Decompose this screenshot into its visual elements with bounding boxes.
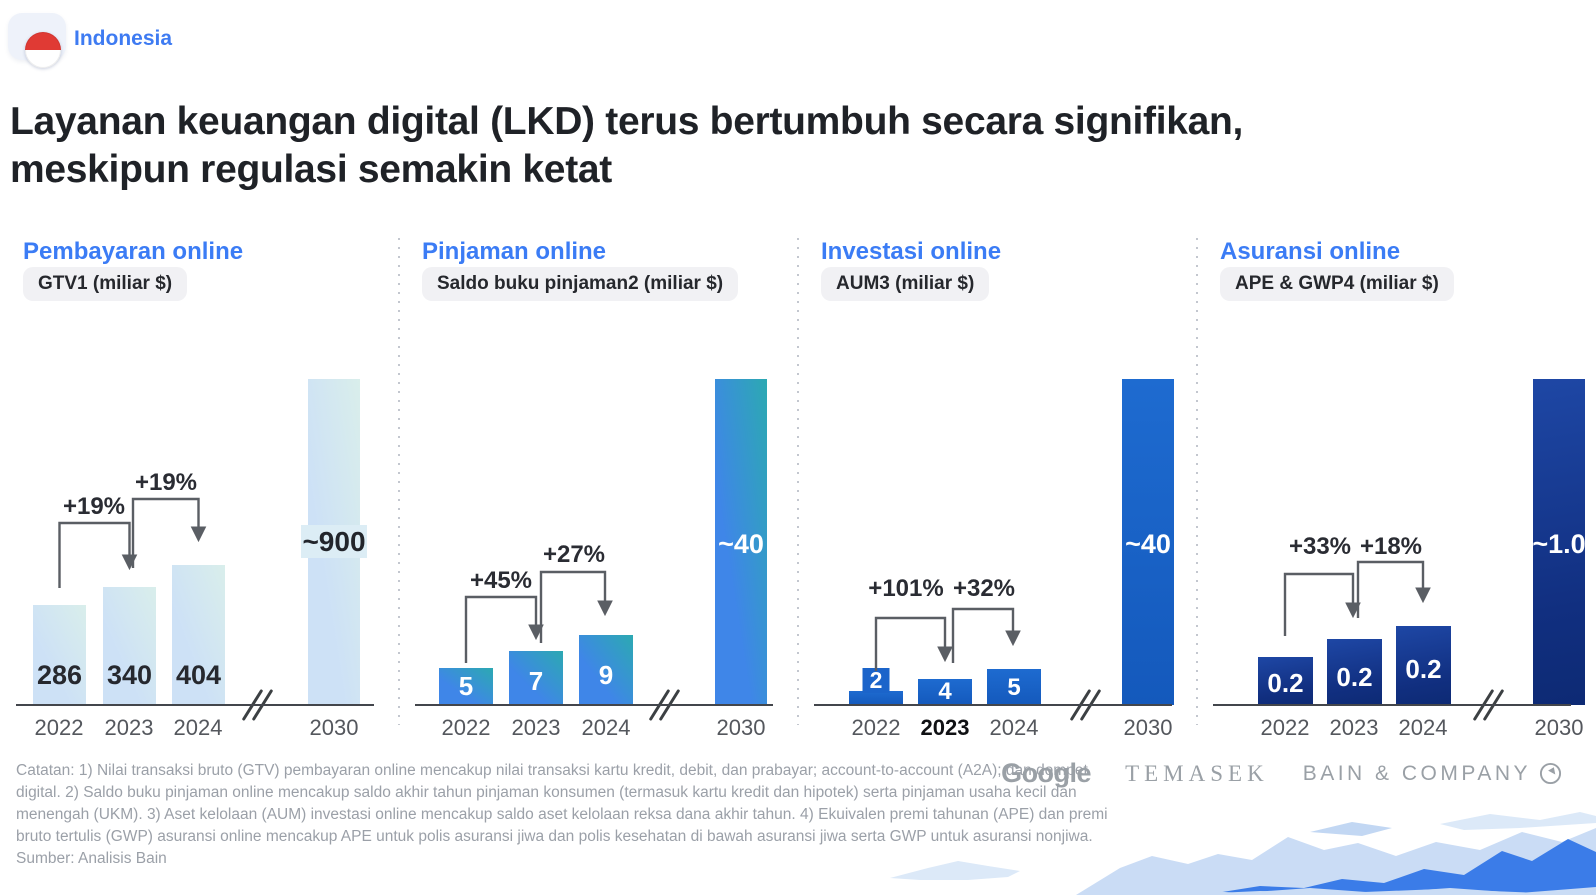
bar-value: 0.2 [1405, 654, 1442, 684]
x-tick-2024: 2024 [581, 715, 631, 740]
x-tick-2022: 2022 [851, 715, 901, 740]
bain-logo-text: BAIN & COMPANY [1302, 761, 1531, 785]
x-axis [814, 704, 1172, 706]
x-axis [415, 704, 773, 706]
growth-label: +27% [542, 541, 606, 568]
charts-row: Pembayaran online GTV1 (miliar $) 286 34… [0, 235, 1596, 755]
x-tick-2023: 2023 [104, 715, 154, 740]
bar-value: 2 [862, 668, 890, 693]
x-tick-2023: 2023 [920, 715, 970, 740]
x-tick-2024: 2024 [989, 715, 1039, 740]
bar-value: 0.2 [1267, 668, 1304, 698]
panel-divider [1196, 238, 1198, 725]
metric-badge: Saldo buku pinjaman2 (miliar $) [422, 267, 739, 301]
temasek-logo: TEMASEK [1125, 760, 1269, 786]
x-tick-2030: 2030 [1123, 715, 1173, 740]
bar-2030 [1122, 379, 1174, 705]
logo-row: Google TEMASEK BAIN & COMPANY [1001, 758, 1562, 789]
page-title: Layanan keuangan digital (LKD) terus ber… [10, 100, 1244, 191]
panel-title: Asuransi online [1220, 238, 1401, 265]
x-tick-2030: 2030 [309, 715, 359, 740]
bar-value: 286 [36, 660, 83, 690]
projection-label: ~900 [301, 525, 367, 558]
bar-2023: 4 [918, 678, 972, 705]
country-label: Indonesia [74, 27, 173, 50]
x-tick-2022: 2022 [34, 715, 84, 740]
bar-value: 9 [598, 660, 614, 690]
panel-title: Investasi online [821, 238, 1002, 265]
bar-chart: 5 7 9 ~40 +45% +27% [399, 375, 798, 740]
bain-compass-icon [1539, 762, 1562, 785]
panel-title: Pembayaran online [23, 238, 244, 265]
bar-2024: 9 [579, 635, 633, 705]
panel-pinjaman-online: Pinjaman online Saldo buku pinjaman2 (mi… [399, 235, 798, 755]
bar-2023: 0.2 [1327, 639, 1382, 705]
bar-2022: 0.2 [1258, 657, 1313, 705]
bar-2030 [715, 379, 767, 705]
x-tick-2024: 2024 [1398, 715, 1448, 740]
growth-label: +32% [952, 575, 1016, 602]
bar-2022: 2 [849, 668, 903, 705]
growth-label: +101% [868, 575, 944, 602]
footnote: Catatan: 1) Nilai transaksi bruto (GTV) … [16, 760, 1126, 870]
metric-badge: APE & GWP4 (miliar $) [1220, 267, 1454, 301]
bar-chart: 0.2 0.2 0.2 ~1.0 +33% +18% [1197, 375, 1596, 740]
metric-badge: AUM3 (miliar $) [821, 267, 990, 301]
bar-value: 5 [1007, 674, 1021, 701]
x-tick-2023: 2023 [511, 715, 561, 740]
bar-2023: 340 [103, 587, 156, 705]
x-tick-2030: 2030 [716, 715, 766, 740]
bar-chart: 2 4 5 ~40 +101% +32% [798, 375, 1197, 740]
footnote-notes: Catatan: 1) Nilai transaksi bruto (GTV) … [16, 762, 1108, 845]
growth-label: +19% [62, 493, 126, 520]
panel-asuransi-online: Asuransi online APE & GWP4 (miliar $) 0.… [1197, 235, 1596, 755]
bar-2024: 404 [172, 565, 225, 705]
bar-chart: 286 340 404 ~900 +19% +19% [0, 375, 399, 740]
bar-2023: 7 [509, 651, 563, 705]
panel-investasi-online: Investasi online AUM3 (miliar $) 2 4 5 ~… [798, 235, 1197, 755]
bar-2022: 5 [439, 668, 493, 705]
projection-label: ~1.0 [1532, 529, 1586, 559]
growth-label: +45% [469, 567, 533, 594]
panel-divider [398, 238, 400, 725]
mountain-illustration [890, 812, 1596, 895]
projection-label: ~40 [718, 529, 764, 559]
metric-badge: GTV1 (miliar $) [23, 267, 188, 301]
bar-value: 340 [106, 660, 153, 690]
bar-value: 7 [528, 666, 544, 696]
x-tick-2023: 2023 [1329, 715, 1379, 740]
x-axis [16, 704, 374, 706]
bar-value: 404 [175, 660, 222, 690]
panel-title: Pinjaman online [422, 238, 607, 265]
x-axis [1213, 704, 1571, 706]
x-tick-2024: 2024 [173, 715, 223, 740]
google-logo: Google [1001, 758, 1092, 788]
bar-2024: 5 [987, 669, 1041, 705]
footnote-source: Sumber: Analisis Bain [16, 850, 167, 867]
bar-value: 5 [458, 671, 474, 701]
indonesia-flag-icon [25, 32, 61, 68]
bar-2022: 286 [33, 605, 86, 705]
panel-pembayaran-online: Pembayaran online GTV1 (miliar $) 286 34… [0, 235, 399, 755]
bar-2030 [1533, 379, 1585, 705]
projection-label: ~40 [1125, 529, 1171, 559]
growth-label: +19% [134, 469, 198, 496]
country-chip [8, 13, 66, 68]
bar-value: 0.2 [1336, 662, 1373, 692]
growth-label: +33% [1288, 533, 1352, 560]
x-tick-2030: 2030 [1534, 715, 1584, 740]
bar-value: 4 [938, 678, 952, 705]
bain-company-logo: BAIN & COMPANY [1303, 762, 1562, 786]
x-tick-2022: 2022 [441, 715, 491, 740]
growth-label: +18% [1359, 533, 1423, 560]
panel-divider [797, 238, 799, 725]
bar-2024: 0.2 [1396, 626, 1451, 705]
x-tick-2022: 2022 [1260, 715, 1310, 740]
